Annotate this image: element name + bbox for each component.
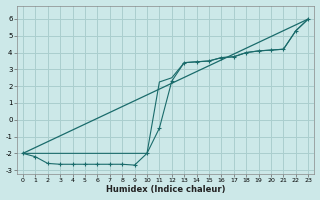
X-axis label: Humidex (Indice chaleur): Humidex (Indice chaleur) bbox=[106, 185, 225, 194]
